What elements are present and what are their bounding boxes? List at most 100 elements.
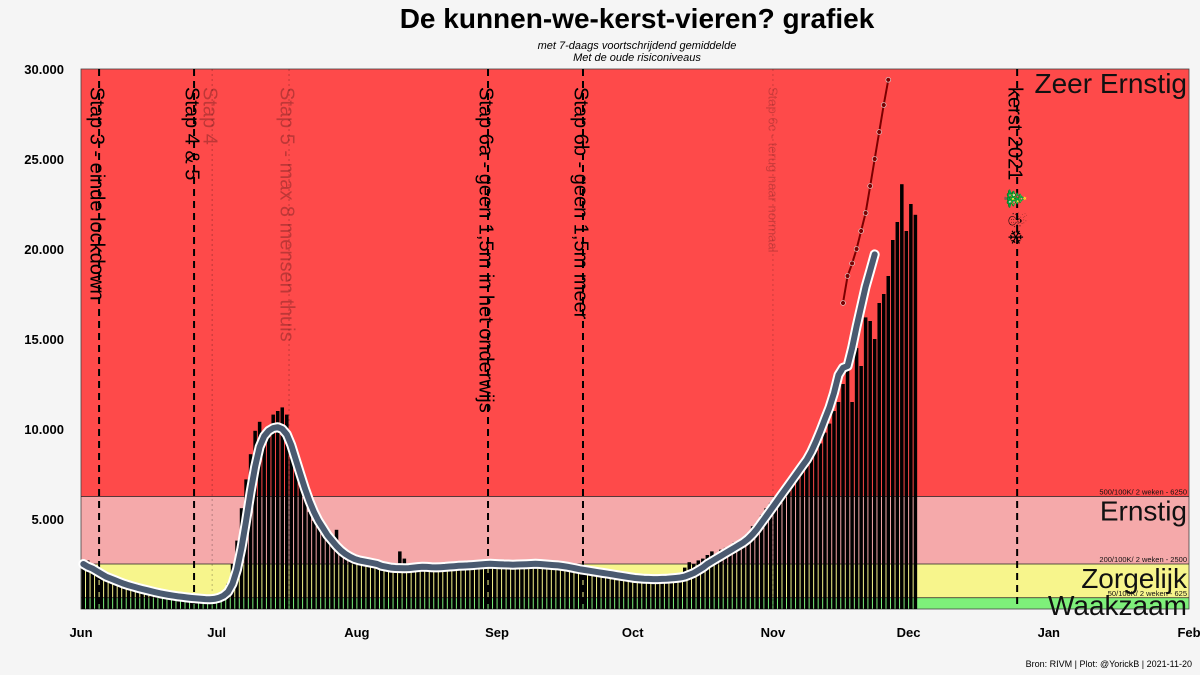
case-bar bbox=[773, 497, 777, 609]
case-bar bbox=[909, 204, 913, 609]
case-bar bbox=[321, 531, 325, 609]
case-bar bbox=[619, 579, 624, 609]
case-bar bbox=[859, 366, 863, 609]
case-bar bbox=[574, 571, 578, 609]
case-bar bbox=[483, 564, 488, 609]
case-bar bbox=[651, 580, 655, 609]
case-bar bbox=[366, 562, 370, 609]
case-bar bbox=[153, 594, 158, 609]
case-bar bbox=[687, 562, 692, 609]
case-bar bbox=[533, 561, 538, 609]
projection-point bbox=[849, 260, 855, 267]
case-bar bbox=[877, 303, 881, 609]
case-bar bbox=[583, 573, 588, 609]
case-bar bbox=[149, 593, 153, 609]
case-bar bbox=[542, 564, 547, 609]
projection-point bbox=[881, 102, 887, 108]
case-bar bbox=[854, 348, 859, 609]
case-bar bbox=[597, 576, 601, 609]
chart-title: De kunnen-we-kerst-vieren? grafiek bbox=[400, 3, 875, 34]
case-bar bbox=[438, 564, 443, 609]
case-bar bbox=[868, 321, 872, 609]
case-bar bbox=[411, 564, 416, 609]
case-bar bbox=[710, 551, 714, 609]
case-bar bbox=[370, 563, 375, 609]
case-bar bbox=[755, 522, 759, 609]
case-bar bbox=[809, 457, 814, 609]
case-bar bbox=[823, 432, 827, 609]
case-bar bbox=[289, 436, 294, 609]
case-bar bbox=[628, 579, 633, 609]
case-bar bbox=[393, 567, 398, 609]
case-bar bbox=[357, 558, 361, 609]
case-bar bbox=[569, 567, 574, 609]
y-tick-label: 25.000 bbox=[24, 152, 64, 167]
case-bar bbox=[416, 565, 420, 609]
case-bar bbox=[348, 553, 352, 609]
projection-point bbox=[858, 228, 864, 234]
case-bar bbox=[398, 551, 402, 609]
moving-average bbox=[80, 251, 878, 603]
case-bar bbox=[117, 582, 122, 609]
case-bar bbox=[479, 560, 483, 609]
case-bar bbox=[827, 423, 832, 609]
case-bar bbox=[723, 547, 728, 609]
case-bar bbox=[135, 590, 140, 609]
case-bar bbox=[257, 421, 262, 609]
case-bar bbox=[664, 577, 669, 609]
x-tick-label-aug: Aug bbox=[344, 625, 369, 640]
event-label-stap-6b-geen-1-5m-meer: Stap 6b - geen 1,5m meer bbox=[569, 87, 591, 320]
case-bar bbox=[850, 402, 854, 609]
case-bar bbox=[420, 566, 425, 609]
case-bar bbox=[262, 443, 266, 609]
case-bar bbox=[303, 497, 307, 609]
case-bar bbox=[474, 562, 479, 609]
projection-point bbox=[840, 300, 846, 306]
case-bar bbox=[266, 429, 271, 609]
case-bar bbox=[330, 537, 334, 609]
case-bar bbox=[692, 564, 696, 609]
case-bar bbox=[470, 564, 474, 609]
case-bar bbox=[162, 596, 167, 609]
case-bar bbox=[316, 526, 321, 609]
case-bar bbox=[465, 564, 470, 609]
projection-point bbox=[871, 156, 878, 162]
case-bar bbox=[836, 402, 841, 609]
case-bar bbox=[637, 580, 642, 609]
case-bar bbox=[606, 578, 610, 609]
case-bar bbox=[529, 565, 533, 609]
case-bar bbox=[379, 564, 384, 609]
case-bar bbox=[113, 581, 117, 609]
case-bar bbox=[524, 564, 529, 609]
case-bar bbox=[425, 567, 429, 609]
case-bar bbox=[782, 488, 787, 609]
risk-level-threshold-zorgelijk: 200/100K/ 2 weken - 2500 bbox=[1099, 555, 1187, 564]
case-bar bbox=[759, 515, 764, 609]
case-bar bbox=[443, 565, 447, 609]
chart-subtitle-line-1: met 7-daags voortschrijdend gemiddelde bbox=[538, 40, 737, 52]
event-label-stap-6c-terug-naar-normaal: Stap 6c - terug naar normaal bbox=[765, 87, 780, 253]
case-bar bbox=[506, 564, 511, 609]
case-bar bbox=[140, 591, 144, 609]
case-bar bbox=[339, 547, 343, 609]
case-bar bbox=[796, 475, 800, 609]
case-bar bbox=[176, 598, 180, 609]
risk-level-threshold-waakzaam: 50/100K/ 2 weken - 625 bbox=[1108, 589, 1187, 598]
case-bar bbox=[655, 579, 660, 609]
chart-subtitle-line-2: Met de oude risiconiveaus bbox=[573, 52, 701, 64]
daily-case-bars bbox=[81, 184, 918, 610]
case-bar bbox=[352, 556, 357, 609]
case-bar bbox=[456, 567, 461, 609]
case-bar bbox=[800, 470, 805, 609]
case-bar bbox=[171, 597, 176, 609]
case-bar bbox=[104, 578, 108, 609]
event-label-stap-3-einde-lockdown: Stap 3 - einde lockdown bbox=[85, 87, 107, 300]
axes: 5.000 10.000 15.000 20.000 25.000 30.000 Jun Ju… bbox=[24, 62, 1200, 640]
case-bar bbox=[764, 508, 768, 609]
case-bar bbox=[872, 339, 877, 609]
case-bar bbox=[520, 564, 524, 609]
case-bar bbox=[271, 414, 275, 609]
case-bar bbox=[551, 564, 556, 609]
case-bar bbox=[343, 549, 348, 609]
case-bar bbox=[190, 599, 194, 609]
